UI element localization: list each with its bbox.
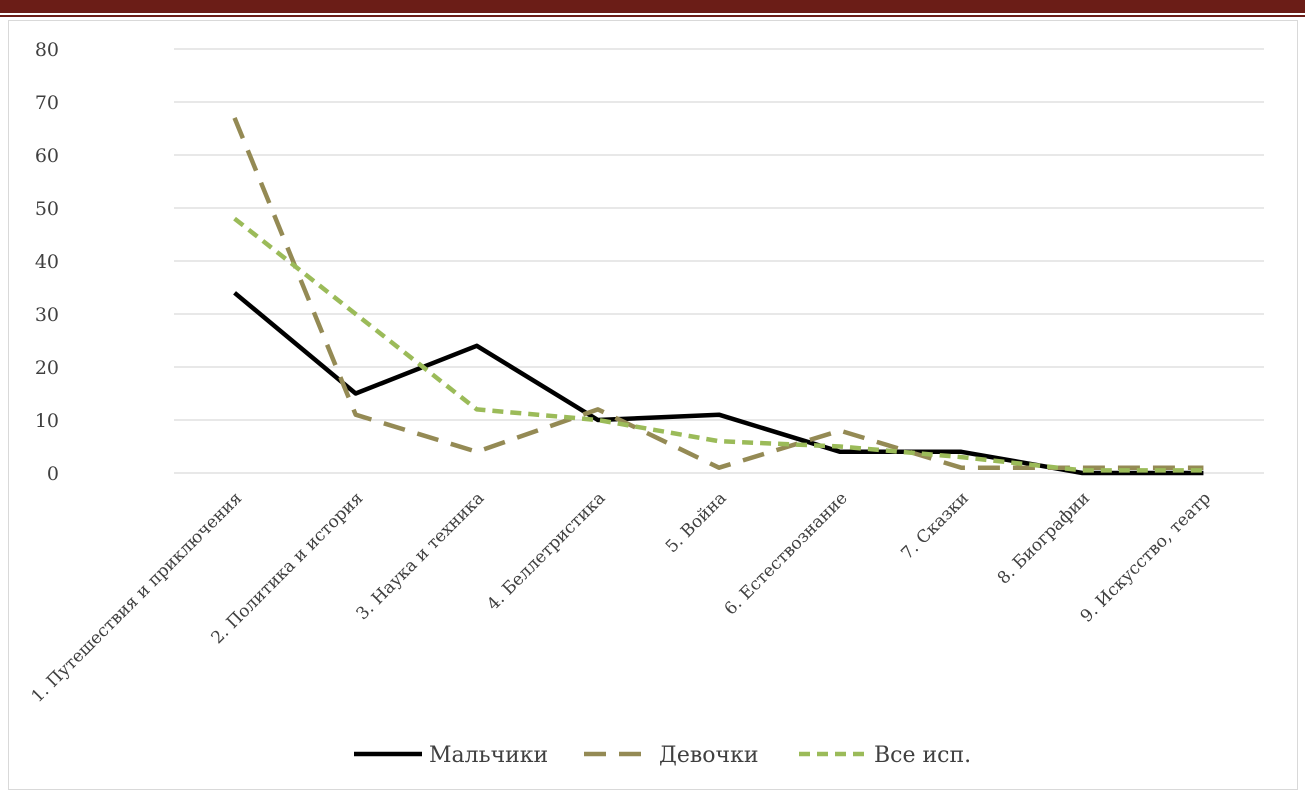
data-point [838,445,842,449]
y-tick-label: 30 [35,304,59,326]
y-tick-label: 10 [35,410,59,432]
data-point [354,312,358,316]
x-category-label: 9. Искусство, театр [1077,488,1215,626]
data-point [475,450,479,454]
data-point [354,392,358,396]
y-tick-label: 80 [35,39,59,61]
y-tick-label: 70 [35,92,59,114]
data-point [233,291,237,295]
data-point [838,429,842,433]
data-point [717,466,721,470]
data-point [959,450,963,454]
legend: Мальчики Девочки Все исп. [354,743,971,768]
x-category-label: 1. Путешествия и приключения [28,488,246,706]
x-category-label: 6. Естествознание [721,488,852,619]
document-header-bar [0,0,1305,13]
x-category-label: 7. Сказки [897,488,972,563]
y-tick-label: 0 [47,463,59,485]
data-point [354,413,358,417]
x-category-label: 5. Война [662,488,731,557]
x-category-label: 4. Беллетристика [483,488,609,614]
gridlines [174,48,1264,474]
document-header-rule [0,15,1305,17]
data-point [233,116,237,120]
data-point [475,344,479,348]
y-tick-label: 40 [35,251,59,273]
data-point [959,455,963,459]
x-category-label: 8. Биографии [994,488,1094,588]
legend-label: Мальчики [429,743,548,768]
data-point [596,418,600,422]
series-line [233,216,1204,473]
chart-area: 0 10 20 30 40 50 60 70 80 1. Путешествия и прикл… [8,20,1298,790]
y-tick-label: 60 [35,145,59,167]
y-tick-label: 50 [35,198,59,220]
line-chart: 0 10 20 30 40 50 60 70 80 1. Путешествия и прикл… [28,39,1264,768]
data-point [596,407,600,411]
data-point [717,413,721,417]
legend-label: Девочки [659,743,759,768]
y-tick-label: 20 [35,357,59,379]
data-point [959,466,963,470]
data-point [1201,468,1205,472]
data-point [838,450,842,454]
x-category-label: 3. Наука и техника [353,488,489,624]
y-axis-ticks: 0 10 20 30 40 50 60 70 80 [35,39,59,485]
series-line [232,117,1204,470]
data-point [475,407,479,411]
legend-label: Все исп. [874,743,971,768]
series-line [233,291,1204,476]
data-point [233,217,237,221]
data-point [1080,468,1084,472]
data-point [717,439,721,443]
series-lines [232,116,1205,476]
